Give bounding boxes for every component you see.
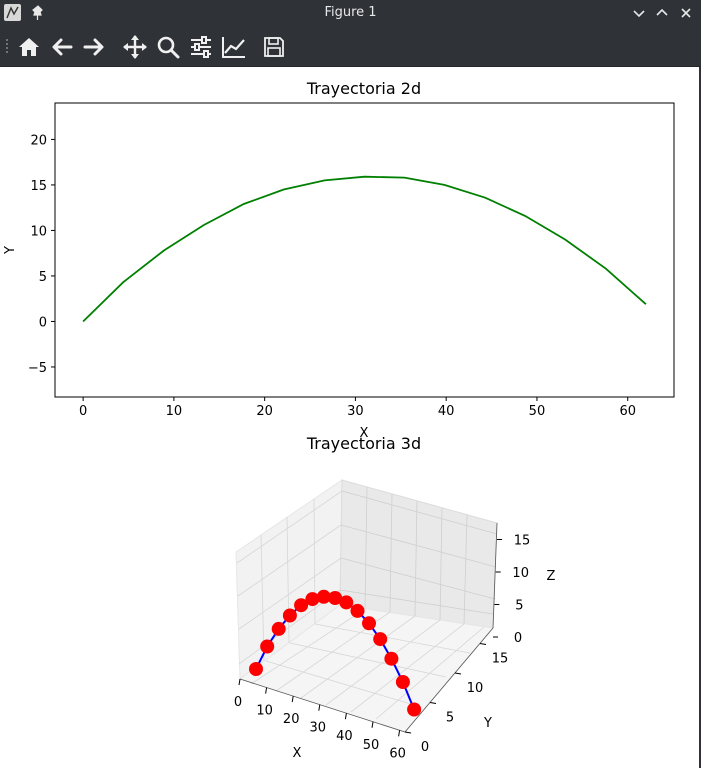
- plot3d-series-marker: [328, 591, 343, 605]
- plot3d-series-marker: [362, 616, 376, 631]
- plot2d-series: [82, 175, 647, 323]
- plot3d-ytick-label: 5: [446, 711, 454, 726]
- plot2d-xtick-label: 50: [529, 404, 546, 419]
- chevron-down-icon: [633, 10, 645, 18]
- plot3d-xtick-mark: [265, 687, 268, 694]
- plot3d-tick-group: 0 10 20 30 40 50 60 0 5 10 15 0 5 10 15: [234, 534, 530, 762]
- back-button[interactable]: [49, 34, 75, 60]
- plot3d-xtick-mark: [398, 730, 401, 737]
- plot3d-series-marker: [339, 595, 354, 610]
- move-icon: [123, 35, 147, 59]
- plot3d-xtick-mark: [291, 696, 294, 703]
- home-icon: [19, 38, 39, 56]
- arrow-left-icon: [52, 38, 73, 56]
- plot3d-xtick-mark: [344, 713, 347, 720]
- navigation-toolbar: [0, 26, 701, 67]
- plot3d-ztick-label: 10: [512, 566, 529, 581]
- plot2d-ytick-label: 0: [39, 315, 47, 330]
- plot2d-xtick-label: 0: [79, 404, 87, 419]
- line-chart-icon: [222, 37, 245, 58]
- plot3d-xtick-label: 20: [283, 712, 300, 727]
- plot3d-ytick-mark: [429, 702, 437, 704]
- plot2d-ytick-label: −5: [28, 361, 47, 376]
- plot3d-xtick-mark: [318, 704, 321, 711]
- plot3d-xtick-label: 0: [234, 695, 242, 710]
- forward-button[interactable]: [81, 34, 107, 60]
- plot3d-series-marker: [384, 651, 399, 666]
- plot3d-xtick-mark: [238, 678, 241, 686]
- plot2d-ytick-label: 5: [39, 270, 47, 285]
- save-icon: [264, 37, 284, 57]
- plot3d-ztick-label: 5: [515, 599, 523, 614]
- plot3d-series-marker: [305, 592, 320, 607]
- home-button[interactable]: [16, 34, 42, 60]
- toolbar-grip-icon[interactable]: [5, 38, 9, 54]
- maximize-button[interactable]: [652, 3, 672, 23]
- plot2d-xtick-label: 30: [347, 404, 364, 419]
- plot3d-series: [249, 589, 422, 717]
- plot2d-xtick-label: 60: [619, 404, 636, 419]
- plot2d-axes-frame: [54, 102, 675, 398]
- chevron-up-icon: [656, 8, 668, 16]
- plot3d-xtick-label: 10: [256, 704, 273, 719]
- plot3d-xtick-label: 50: [363, 738, 380, 753]
- plot3d-series-marker: [316, 589, 331, 604]
- plot3d-ytick-mark: [454, 672, 462, 675]
- plot3d-xtick-label: 40: [336, 729, 353, 744]
- plot2d-xtick-label: 40: [438, 404, 455, 419]
- plot3d-series-marker: [373, 632, 388, 647]
- plot2d-xtick-label: 10: [166, 404, 183, 419]
- figure-canvas[interactable]: Trayectoria 2d 0 10 20 30 40 50 60 −5 0 5 10 15 20 X…: [0, 67, 701, 768]
- minimize-button[interactable]: [629, 3, 649, 23]
- plot3d-series-marker: [350, 603, 365, 618]
- plot3d-ztick-label: 15: [514, 534, 531, 549]
- plot2d-tick-group: 0 10 20 30 40 50 60 −5 0 5 10 15 20: [28, 133, 636, 419]
- close-icon: [681, 8, 691, 18]
- plot3d-series-marker: [294, 598, 309, 613]
- plot3d-title: Trayectoria 3d: [306, 434, 421, 453]
- plot3d-series-marker: [249, 662, 263, 676]
- plot2d-ytick-label: 15: [30, 179, 47, 194]
- plot2d-xlabel: X: [360, 426, 369, 441]
- plot3d-xtick-mark: [371, 721, 374, 728]
- window-border: [699, 67, 701, 768]
- close-button[interactable]: [676, 3, 696, 23]
- window-titlebar: Figure 1: [0, 0, 701, 26]
- plot3d-series-marker: [271, 621, 286, 636]
- save-button[interactable]: [261, 34, 287, 60]
- window-title: Figure 1: [324, 5, 377, 20]
- plot2d-series-line: [82, 175, 647, 323]
- plot3d-ytick-mark: [404, 731, 412, 734]
- plot3d-xtick-label: 60: [389, 746, 406, 761]
- plot3d-series-marker: [260, 639, 275, 654]
- plot3d-series-marker: [282, 608, 297, 623]
- plot3d-panes: [235, 479, 498, 733]
- plot3d-series-marker: [407, 702, 422, 717]
- plot2d-ytick-label: 10: [30, 224, 47, 239]
- search-icon: [157, 36, 180, 59]
- plot3d-series-marker: [395, 675, 410, 689]
- plot3d-xtick-label: 30: [310, 721, 327, 736]
- edit-axes-button[interactable]: [221, 34, 247, 60]
- plot3d-ytick-label: 10: [467, 681, 484, 696]
- configure-subplots-button[interactable]: [188, 34, 214, 60]
- plot3d-ztick-label: 0: [514, 631, 522, 646]
- plot3d-ytick-mark: [479, 643, 487, 645]
- plot2d-ytick-label: 20: [30, 133, 47, 148]
- plot3d-ylabel: Y: [483, 716, 492, 731]
- plot3d-xlabel: X: [293, 746, 302, 761]
- app-icon: [4, 4, 21, 21]
- plot3d-ytick-label: 15: [492, 652, 509, 667]
- pin-icon[interactable]: [31, 4, 45, 22]
- zoom-button[interactable]: [155, 34, 181, 60]
- pan-button[interactable]: [122, 34, 148, 60]
- plot3d-zlabel: Z: [547, 569, 556, 584]
- sliders-icon: [191, 36, 211, 58]
- plot3d-ytick-label: 0: [421, 740, 429, 755]
- plot2d-ylabel: Y: [3, 246, 18, 255]
- plot2d-title: Trayectoria 2d: [306, 79, 421, 98]
- arrow-right-icon: [83, 38, 104, 56]
- plot2d-xtick-label: 20: [256, 404, 273, 419]
